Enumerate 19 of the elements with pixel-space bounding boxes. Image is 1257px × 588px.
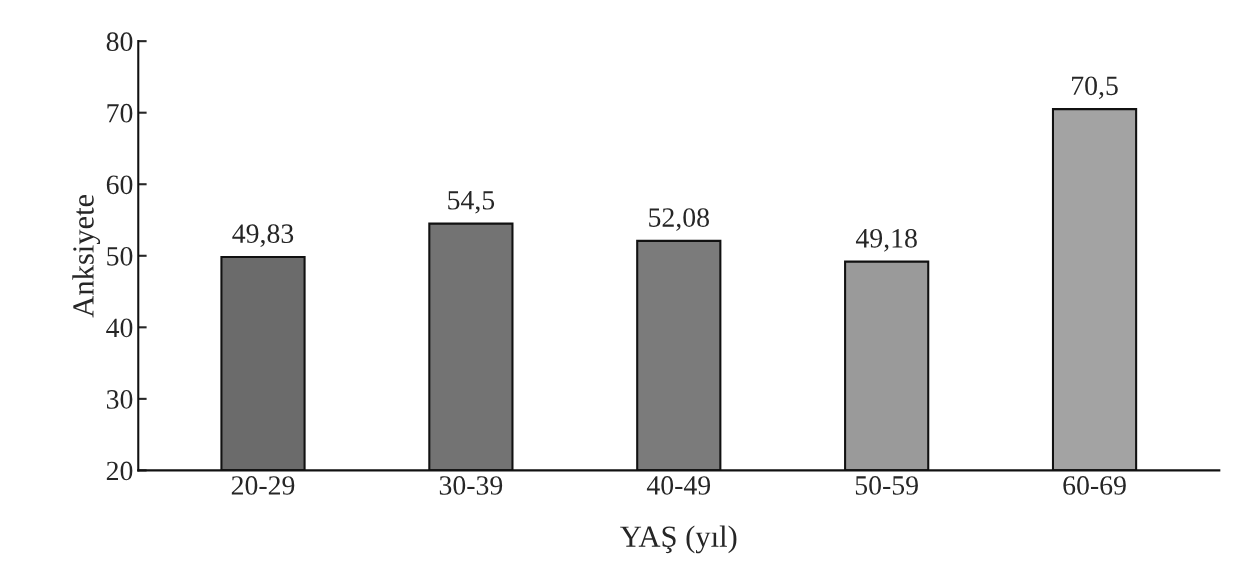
- x-tick-label: 20-29: [231, 476, 295, 495]
- x-axis-title: YAŞ (yıl): [620, 525, 737, 554]
- data-label: 49,83: [232, 224, 294, 248]
- data-label: 54,5: [448, 191, 495, 214]
- x-tick-label: 30-39: [439, 476, 503, 495]
- y-tick-label: 40: [106, 318, 133, 338]
- y-tick-label: 50: [107, 246, 133, 266]
- y-tick-label: 80: [106, 32, 133, 52]
- y-axis-title: Anksiyete: [72, 194, 101, 318]
- data-label: 52,08: [649, 208, 709, 231]
- x-tick-label: 60-69: [1063, 476, 1126, 495]
- y-tick-label: 60: [106, 175, 133, 195]
- x-tick-label: 50-59: [855, 476, 918, 495]
- y-tick-label: 70: [107, 103, 133, 123]
- y-tick-label: 20: [106, 461, 133, 481]
- y-tick-label: 30: [106, 390, 133, 409]
- data-label: 49,18: [855, 228, 917, 252]
- data-label: 70,5: [1072, 76, 1118, 100]
- x-tick-label: 40-49: [646, 476, 711, 495]
